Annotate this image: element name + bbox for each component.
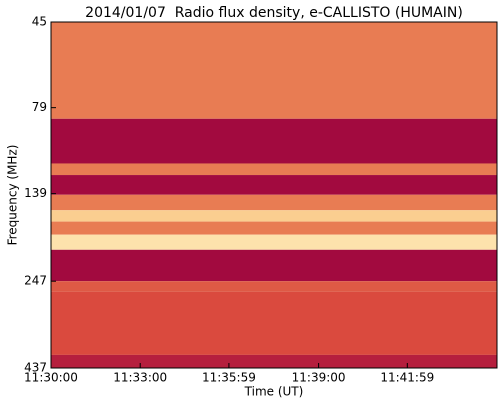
chart-title: 2014/01/07 Radio flux density, e-CALLIST… xyxy=(85,5,463,21)
x-tick-label: 11:41:59 xyxy=(380,371,434,385)
spectrogram-band xyxy=(51,281,497,292)
spectrogram-band xyxy=(51,210,497,222)
x-tick-label: 11:39:00 xyxy=(292,371,346,385)
spectrogram-band xyxy=(51,354,497,368)
plot-frame xyxy=(50,21,498,369)
x-tick-label: 11:33:00 xyxy=(113,371,167,385)
spectrogram-band xyxy=(51,22,497,119)
y-tick-label: 79 xyxy=(32,100,47,114)
spectrogram-band xyxy=(51,291,497,355)
x-axis-label: Time (UT) xyxy=(244,385,304,399)
x-tick-label: 11:30:00 xyxy=(24,371,78,385)
y-tick-label: 437 xyxy=(24,361,47,375)
spectrogram-band xyxy=(51,234,497,250)
y-tick-label: 45 xyxy=(32,15,47,29)
spectrogram-band xyxy=(51,163,497,176)
spectrogram-band xyxy=(51,118,497,164)
x-tick-label: 11:35:59 xyxy=(202,371,256,385)
spectrogram-band xyxy=(51,221,497,235)
spectrogram-band xyxy=(51,175,497,195)
spectrogram-band xyxy=(51,194,497,211)
y-tick-label: 247 xyxy=(24,274,47,288)
y-tick-label: 139 xyxy=(24,186,47,200)
spectrogram-band xyxy=(51,249,497,282)
y-axis-label: Frequency (MHz) xyxy=(6,145,20,246)
